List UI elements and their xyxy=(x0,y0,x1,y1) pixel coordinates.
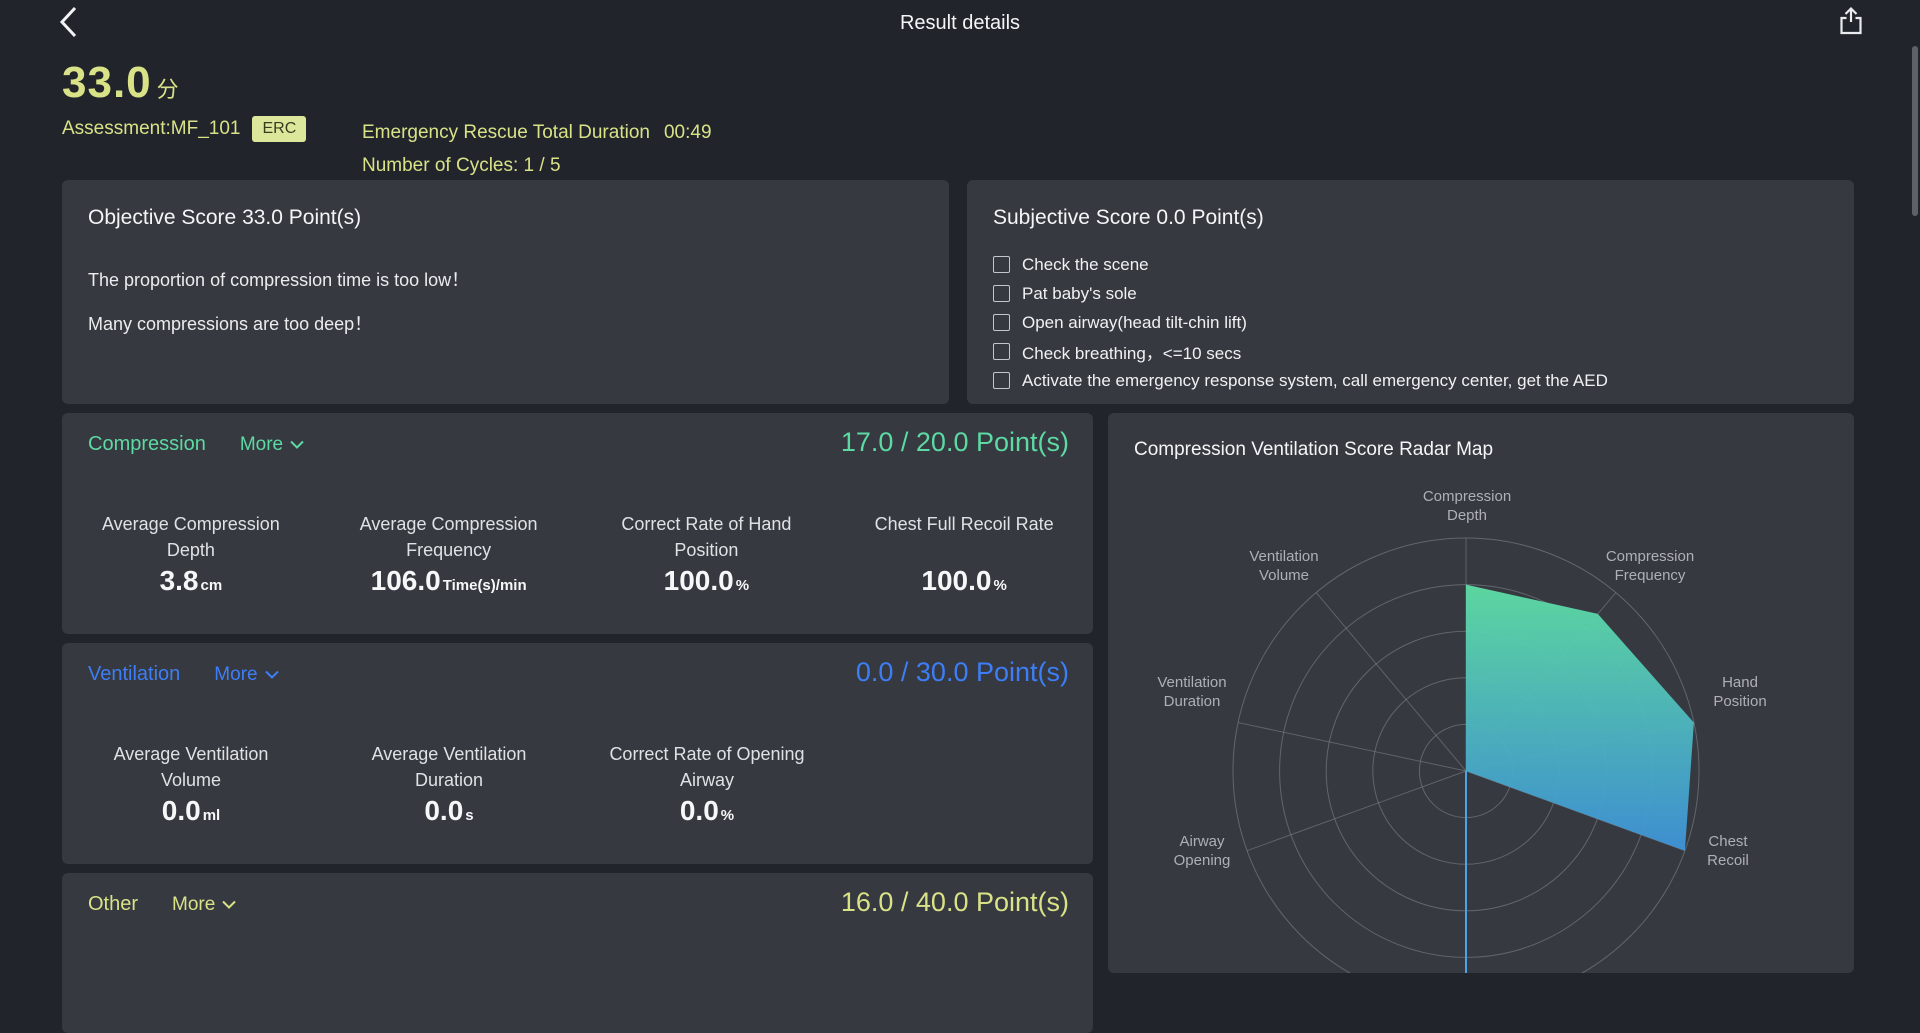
svg-text:Chest: Chest xyxy=(1708,833,1748,850)
other-score: 16.0 / 40.0 Point(s) xyxy=(840,887,1069,917)
svg-text:Ventilation: Ventilation xyxy=(1249,548,1318,565)
stat-avg-compression-frequency: Average Compression Frequency 106.0 Time(s… xyxy=(359,514,538,596)
other-section: Other More 16.0 / 40.0 Point(s) xyxy=(62,873,1093,1033)
checkbox[interactable] xyxy=(993,314,1010,331)
svg-text:Frequency: Frequency xyxy=(1615,567,1686,584)
ventilation-score: 0.0 / 30.0 Point(s) xyxy=(855,657,1069,687)
stat-avg-ventilation-volume: Average Ventilation Volume 0.0 ml xyxy=(113,744,269,826)
checkbox[interactable] xyxy=(993,285,1010,302)
subjective-checklist: Check the scene Pat baby's sole Open air… xyxy=(993,250,1608,395)
radar-axis-labels: Compression Depth Compression Frequency … xyxy=(1157,488,1766,869)
svg-text:Depth: Depth xyxy=(1447,507,1487,524)
subjective-score-panel: Subjective Score 0.0 Point(s) Check the … xyxy=(967,180,1854,404)
objective-messages: The proportion of compression time is to… xyxy=(88,252,469,340)
checklist-item: Check breathing，<=10 secs xyxy=(993,337,1608,366)
svg-text:Compression: Compression xyxy=(1423,488,1511,505)
rescue-summary: Emergency Rescue Total Duration 00:49 Num… xyxy=(362,116,726,182)
total-score: 33.0 分 xyxy=(62,58,179,108)
more-label: More xyxy=(214,663,258,685)
share-button[interactable] xyxy=(1834,6,1868,40)
more-label: More xyxy=(172,893,216,915)
objective-message: The proportion of compression time is to… xyxy=(88,270,470,290)
objective-message: Many compressions are too deep！ xyxy=(88,314,373,334)
checkbox[interactable] xyxy=(993,372,1010,389)
stat-chest-recoil-rate: Chest Full Recoil Rate 100.0% xyxy=(874,514,1054,596)
stat-avg-compression-depth: Average Compression Depth 3.8 cm xyxy=(101,514,280,596)
checklist-item: Check the scene xyxy=(993,250,1608,279)
objective-score-title: Objective Score 33.0 Point(s) xyxy=(88,206,362,229)
stat-avg-ventilation-duration: Average Ventilation Duration 0.0 s xyxy=(371,744,527,826)
svg-text:Recoil: Recoil xyxy=(1707,852,1749,869)
back-chevron-icon xyxy=(57,5,79,44)
compression-more-button[interactable]: More xyxy=(240,434,304,456)
total-duration-value: 00:49 xyxy=(663,122,712,143)
other-more-button[interactable]: More xyxy=(172,893,237,916)
stat-hand-position-rate: Correct Rate of Hand Position 100.0% xyxy=(621,514,792,596)
cycles-count: Number of Cycles: 1 / 5 xyxy=(362,155,561,176)
checkbox-label: Pat baby's sole xyxy=(1022,283,1137,303)
scrollbar[interactable] xyxy=(1912,46,1918,216)
svg-text:Position: Position xyxy=(1713,693,1766,710)
share-export-icon xyxy=(1836,6,1866,41)
svg-text:Duration: Duration xyxy=(1164,693,1221,710)
compression-score: 17.0 / 20.0 Point(s) xyxy=(840,427,1069,457)
svg-text:Opening: Opening xyxy=(1174,852,1231,869)
other-section-title: Other xyxy=(88,893,139,915)
svg-text:Volume: Volume xyxy=(1259,567,1309,584)
radar-data-polygon xyxy=(1466,584,1694,851)
checkbox-label: Open airway(head tilt-chin lift) xyxy=(1022,312,1247,332)
total-score-value: 33.0 xyxy=(62,58,152,107)
subjective-score-title: Subjective Score 0.0 Point(s) xyxy=(993,206,1264,229)
total-score-unit: 分 xyxy=(156,77,179,102)
assessment-label: Assessment:MF_101 xyxy=(62,118,241,139)
compression-section: Compression More 17.0 / 20.0 Point(s) Av… xyxy=(62,413,1093,634)
svg-text:Ventilation: Ventilation xyxy=(1157,674,1226,691)
ventilation-section-title: Ventilation xyxy=(88,663,181,685)
page-title: Result details xyxy=(899,12,1021,34)
chevron-down-icon xyxy=(290,440,304,449)
svg-text:Compression: Compression xyxy=(1606,548,1694,565)
assessment-row: Assessment:MF_101 ERC xyxy=(62,116,307,142)
chevron-down-icon xyxy=(264,670,279,679)
svg-text:Hand: Hand xyxy=(1722,674,1758,691)
objective-score-panel: Objective Score 33.0 Point(s) The propor… xyxy=(62,180,949,404)
checkbox-label: Activate the emergency response system, … xyxy=(1022,370,1608,390)
checkbox-label: Check the scene xyxy=(1022,254,1149,274)
checkbox[interactable] xyxy=(993,256,1010,273)
ventilation-stats: Average Ventilation Volume 0.0 ml Average … xyxy=(62,741,1093,827)
checklist-item: Open airway(head tilt-chin lift) xyxy=(993,308,1608,337)
back-button[interactable] xyxy=(52,6,84,42)
svg-text:Airway: Airway xyxy=(1179,833,1225,850)
ventilation-section: Ventilation More 0.0 / 30.0 Point(s) Ave… xyxy=(62,643,1093,864)
radar-chart: Compression Depth Compression Frequency … xyxy=(1157,488,1767,973)
radar-map-panel: Compression Ventilation Score Radar Map … xyxy=(1108,413,1854,973)
top-bar: Result details xyxy=(0,0,1920,216)
checklist-item: Activate the emergency response system, … xyxy=(993,366,1608,395)
erc-badge: ERC xyxy=(252,116,307,142)
ventilation-more-button[interactable]: More xyxy=(214,663,279,686)
checkbox-label: Check breathing，<=10 secs xyxy=(1022,344,1242,363)
chevron-down-icon xyxy=(222,900,237,909)
compression-stats: Average Compression Depth 3.8 cm Average C… xyxy=(62,511,1093,597)
more-label: More xyxy=(239,433,284,455)
radar-map-title: Compression Ventilation Score Radar Map xyxy=(1134,439,1494,460)
stat-airway-opening-rate: Correct Rate of Opening Airway 0.0% xyxy=(609,744,805,826)
checkbox[interactable] xyxy=(993,343,1010,360)
total-duration-label: Emergency Rescue Total Duration xyxy=(362,122,650,143)
checklist-item: Pat baby's sole xyxy=(993,279,1608,308)
compression-section-title: Compression xyxy=(88,433,206,455)
total-duration: Emergency Rescue Total Duration 00:49 xyxy=(362,116,726,149)
